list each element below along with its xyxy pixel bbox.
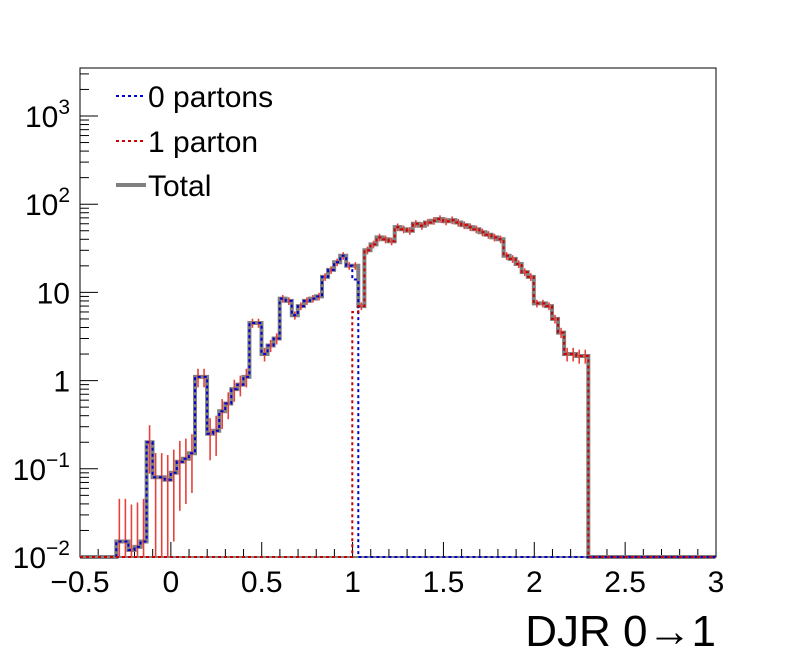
x-axis-title: DJR 0→1 [525,607,716,656]
legend-label-total: Total [148,170,211,203]
x-tick-label: 1 [344,566,361,599]
x-axis: −0.5 0 0.5 1 1.5 2 2.5 3 [50,542,724,599]
y-axis: 10−2 10−1 1 10 102 103 [13,73,98,575]
x-tick-label: −0.5 [50,566,109,599]
x-tick-label: 0.5 [241,566,283,599]
legend: 0 partons 1 parton Total [116,81,273,203]
legend-label-1-parton: 1 parton [148,126,258,159]
y-tick-label: 102 [25,184,70,222]
x-tick-label: 0 [163,566,180,599]
series-line-total [80,217,716,559]
series-line-0-partons [80,254,716,558]
x-tick-label: 2 [526,566,543,599]
y-tick-label: 10 [37,277,70,310]
x-tick-label: 3 [708,566,725,599]
x-tick-label: 2.5 [604,566,646,599]
series-layer [80,215,716,559]
legend-label-0-partons: 0 partons [148,81,273,114]
y-tick-label: 10−2 [13,537,70,575]
y-tick-label: 10−1 [13,449,70,487]
y-tick-label: 103 [25,96,70,134]
plot-frame [79,67,717,558]
x-tick-label: 1.5 [423,566,465,599]
y-tick-label: 1 [53,366,70,399]
series-line-1-parton [80,218,716,558]
